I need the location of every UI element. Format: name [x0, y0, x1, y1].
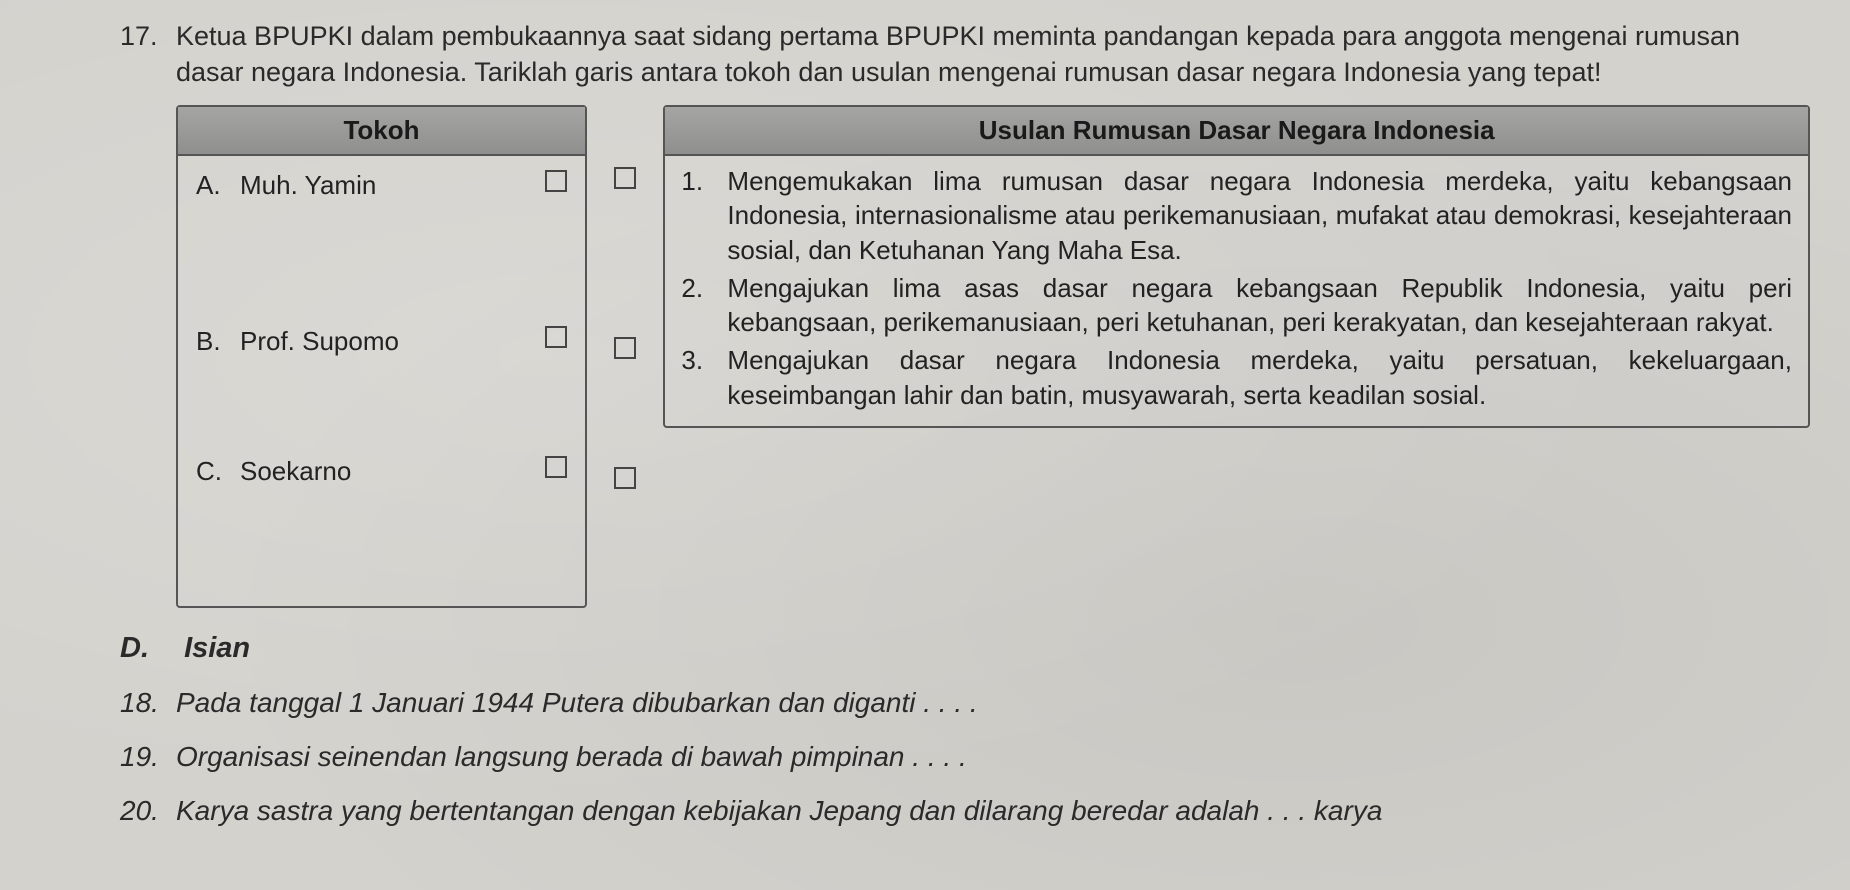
usulan-row: 1. Mengemukakan lima rumusan dasar negar…: [681, 164, 1792, 267]
question-17: 17. Ketua BPUPKI dalam pembukaannya saat…: [120, 18, 1810, 608]
question-text: Ketua BPUPKI dalam pembukaannya saat sid…: [176, 18, 1810, 91]
tokoh-letter: B.: [196, 326, 240, 357]
question-text: Organisasi seinendan langsung berada di …: [176, 741, 1810, 773]
usulan-desc: Mengajukan dasar negara Indonesia merdek…: [727, 343, 1792, 412]
tokoh-row: B. Prof. Supomo: [178, 326, 585, 456]
tokoh-row: A. Muh. Yamin: [178, 156, 585, 326]
match-box-left[interactable]: [545, 326, 567, 348]
question-number: 19.: [120, 741, 176, 773]
usulan-row: 3. Mengajukan dasar negara Indonesia mer…: [681, 343, 1792, 412]
usulan-number: 2.: [681, 271, 727, 305]
usulan-table: Usulan Rumusan Dasar Negara Indonesia 1.…: [663, 105, 1810, 428]
tokoh-letter: A.: [196, 170, 240, 201]
question-number: 18.: [120, 687, 176, 719]
tokoh-name: Prof. Supomo: [240, 326, 545, 357]
usulan-header: Usulan Rumusan Dasar Negara Indonesia: [665, 107, 1808, 156]
tokoh-table: Tokoh A. Muh. Yamin B. Prof. Supomo C. S…: [176, 105, 587, 608]
question-19: 19. Organisasi seinendan langsung berada…: [120, 741, 1810, 773]
match-box-right[interactable]: [614, 167, 636, 189]
question-text: Karya sastra yang bertentangan dengan ke…: [176, 795, 1810, 827]
question-17-prompt: 17. Ketua BPUPKI dalam pembukaannya saat…: [120, 18, 1810, 91]
section-d-heading: D. Isian: [120, 632, 1810, 665]
usulan-number: 1.: [681, 164, 727, 198]
match-box-right[interactable]: [614, 337, 636, 359]
usulan-desc: Mengajukan lima asas dasar negara kebang…: [727, 271, 1792, 340]
usulan-number: 3.: [681, 343, 727, 377]
usulan-row: 2. Mengajukan lima asas dasar negara keb…: [681, 271, 1792, 340]
tokoh-name: Soekarno: [240, 456, 545, 487]
tokoh-row: C. Soekarno: [178, 456, 585, 606]
question-20: 20. Karya sastra yang bertentangan denga…: [120, 795, 1810, 827]
usulan-rows: 1. Mengemukakan lima rumusan dasar negar…: [665, 156, 1808, 426]
question-text: Pada tanggal 1 Januari 1944 Putera dibub…: [176, 687, 1810, 719]
tokoh-rows: A. Muh. Yamin B. Prof. Supomo C. Soekarn…: [178, 156, 585, 606]
question-number: 17.: [120, 18, 176, 54]
usulan-desc: Mengemukakan lima rumusan dasar negara I…: [727, 164, 1792, 267]
question-18: 18. Pada tanggal 1 Januari 1944 Putera d…: [120, 687, 1810, 719]
tokoh-letter: C.: [196, 456, 240, 487]
matching-tables: Tokoh A. Muh. Yamin B. Prof. Supomo C. S…: [176, 105, 1810, 608]
section-letter: D.: [120, 632, 176, 665]
tokoh-header: Tokoh: [178, 107, 585, 156]
match-box-left[interactable]: [545, 456, 567, 478]
match-box-left[interactable]: [545, 170, 567, 192]
match-box-right[interactable]: [614, 467, 636, 489]
section-title: Isian: [184, 632, 250, 664]
question-number: 20.: [120, 795, 176, 827]
match-mid-column: [587, 105, 663, 489]
tokoh-name: Muh. Yamin: [240, 170, 545, 201]
